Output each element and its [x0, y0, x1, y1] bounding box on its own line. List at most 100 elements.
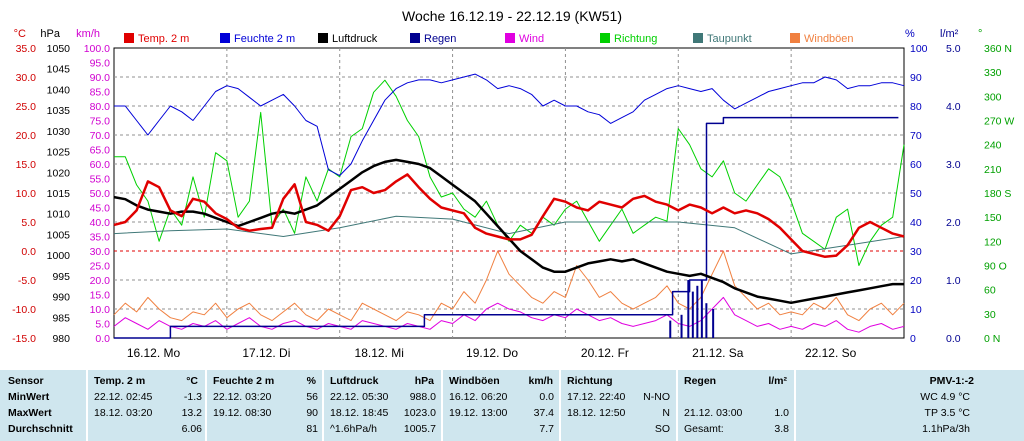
temp-axis-tick: -5.0	[18, 275, 36, 287]
pressure-axis-tick: 1035	[47, 105, 71, 117]
humidity-axis-tick: 80	[910, 101, 922, 113]
header-temp: Temp. 2 m	[94, 375, 146, 387]
legend-swatch	[505, 33, 515, 43]
rain-bar	[700, 280, 703, 338]
stats-row-avg: Durchschnitt 6.06 81 ^1.6hPa/h 1005.7 7.…	[0, 421, 1024, 437]
header-gusts: Windböen	[449, 375, 500, 387]
legend-swatch	[600, 33, 610, 43]
temp-axis-unit: °C	[14, 28, 26, 40]
legend-label: Luftdruck	[332, 33, 378, 45]
legend-swatch	[318, 33, 328, 43]
legend-label: Temp. 2 m	[138, 33, 189, 45]
pressure-axis-tick: 1005	[47, 229, 71, 241]
x-tick-label: 16.12. Mo	[127, 346, 181, 360]
direction-axis-tick: 30	[984, 309, 996, 321]
pmv-trend: 1.1hPa/3h	[922, 423, 970, 435]
wind-axis-tick: 80.0	[90, 101, 111, 113]
x-tick-label: 20.12. Fr	[581, 346, 629, 360]
pressure-min-time: 22.12. 05:30	[330, 391, 389, 403]
weather-chart: Woche 16.12.19 - 22.12.19 (KW51) Temp. 2…	[12, 8, 1014, 360]
pressure-axis-tick: 1030	[47, 126, 71, 138]
humidity-axis-unit: %	[905, 28, 915, 40]
rain-total-label: Gesamt:	[684, 423, 724, 435]
gusts-min-time: 16.12. 06:20	[449, 391, 508, 403]
temp-axis-tick: 35.0	[16, 43, 37, 55]
header-rain-unit: l/m²	[768, 375, 787, 387]
series-feuchte-2-m	[114, 73, 905, 177]
pressure-avg-value: 1005.7	[403, 423, 436, 435]
temp-axis-tick: 20.0	[16, 130, 37, 142]
rain-axis-tick: 2.0	[946, 217, 961, 229]
header-humidity: Feuchte 2 m	[213, 375, 275, 387]
direction-axis-tick: 270 W	[984, 116, 1014, 128]
wind-axis-tick: 5.0	[95, 319, 110, 331]
pressure-axis-tick: 980	[52, 333, 70, 345]
wind-axis-tick: 90.0	[90, 72, 111, 84]
humidity-min-value: 56	[306, 391, 318, 403]
legend-swatch	[410, 33, 420, 43]
humidity-axis-tick: 20	[910, 275, 922, 287]
series-windböen	[113, 250, 905, 322]
rain-bar	[691, 291, 694, 338]
pressure-axis-tick: 1015	[47, 188, 71, 200]
series-temp-2-m	[113, 173, 905, 259]
legend-label: Wind	[519, 33, 544, 45]
wind-axis-tick: 35.0	[90, 232, 111, 244]
rain-bar	[712, 309, 715, 338]
humidity-axis-tick: 10	[910, 304, 922, 316]
header-gusts-unit: km/h	[528, 375, 553, 387]
direction-axis-tick: 240	[984, 140, 1002, 152]
temp-axis-tick: -15.0	[12, 333, 36, 345]
pressure-trend: ^1.6hPa/h	[330, 423, 377, 435]
header-pressure: Luftdruck	[330, 375, 379, 387]
temp-min-value: -1.3	[183, 391, 202, 403]
pressure-axis-tick: 1020	[47, 167, 71, 179]
humidity-axis-tick: 60	[910, 159, 922, 171]
series-richtung	[114, 79, 905, 266]
x-tick-label: 22.12. So	[805, 346, 857, 360]
temp-axis-tick: 30.0	[16, 72, 37, 84]
rain-bar	[669, 320, 672, 338]
series-wind	[113, 296, 905, 333]
chart-title: Woche 16.12.19 - 22.12.19 (KW51)	[402, 8, 622, 24]
direction-axis-tick: 210	[984, 164, 1002, 176]
legend-label: Regen	[424, 33, 456, 45]
wind-axis-tick: 20.0	[90, 275, 111, 287]
humidity-axis-tick: 90	[910, 72, 922, 84]
direction-axis-tick: 180 S	[984, 188, 1011, 200]
header-direction: Richtung	[567, 375, 613, 387]
wind-axis-tick: 55.0	[90, 174, 111, 186]
humidity-axis-tick: 30	[910, 246, 922, 258]
legend: Temp. 2 m Feuchte 2 m Luftdruck Regen Wind Ri…	[124, 33, 854, 45]
wind-axis-unit: km/h	[76, 28, 100, 40]
legend-label: Windböen	[804, 33, 854, 45]
wind-axis-tick: 95.0	[90, 58, 111, 70]
direction-min-value: N-NO	[643, 391, 670, 403]
rain-axis-tick: 4.0	[946, 101, 961, 113]
header-temp-unit: °C	[186, 375, 198, 387]
x-tick-label: 18.12. Mi	[355, 346, 404, 360]
temp-axis-tick: 0.0	[21, 246, 36, 258]
plot-area	[113, 73, 905, 339]
direction-axis-tick: 330	[984, 67, 1002, 79]
pressure-axis-tick: 985	[52, 312, 70, 324]
pmv-wc: WC 4.9 °C	[920, 391, 970, 403]
rain-axis-tick: 1.0	[946, 275, 961, 287]
series-regen	[114, 116, 899, 339]
direction-max-time: 18.12. 12:50	[567, 407, 626, 419]
pressure-axis-tick: 995	[52, 271, 70, 283]
statistics-table: Sensor Temp. 2 m °C Feuchte 2 m % Luftdr…	[0, 370, 1024, 441]
pressure-max-value: 1023.0	[403, 407, 436, 419]
x-axis-labels: 16.12. Mo 17.12. Di 18.12. Mi 19.12. Do 20.1…	[127, 346, 857, 360]
gusts-avg-value: 7.7	[539, 423, 554, 435]
rain-bar	[696, 285, 699, 338]
legend-swatch	[693, 33, 703, 43]
direction-axis-tick: 0 N	[984, 333, 1000, 345]
direction-axis-tick: 360 N	[984, 43, 1012, 55]
legend-label: Feuchte 2 m	[234, 33, 295, 45]
pressure-min-value: 988.0	[409, 391, 436, 403]
series-taupunkt	[113, 215, 905, 255]
wind-axis-tick: 45.0	[90, 203, 111, 215]
humidity-axis-tick: 50	[910, 188, 922, 200]
direction-axis-unit: °	[978, 28, 982, 40]
